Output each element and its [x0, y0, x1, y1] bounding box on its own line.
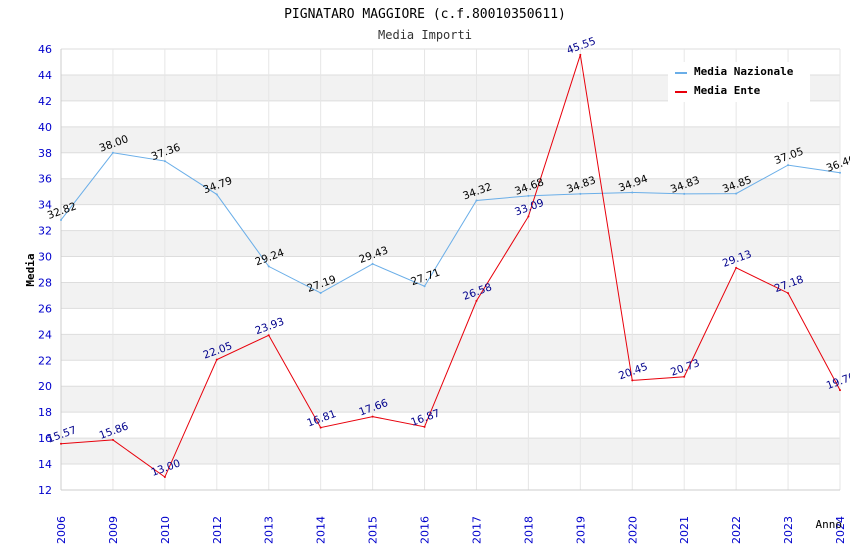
- data-point: [579, 53, 582, 56]
- y-tick-label: 46: [38, 43, 52, 56]
- legend: Media Nazionale Media Ente: [668, 62, 810, 102]
- data-point: [527, 215, 530, 218]
- data-label: 19.70: [825, 371, 850, 393]
- data-point: [371, 415, 374, 418]
- x-tick-label: 2023: [782, 516, 795, 544]
- data-point: [371, 262, 374, 265]
- x-tick-label: 2016: [419, 516, 432, 544]
- data-point: [423, 285, 426, 288]
- data-point: [319, 291, 322, 294]
- legend-label-ente: Media Ente: [694, 84, 761, 97]
- data-point: [163, 476, 166, 479]
- y-tick-label: 44: [38, 69, 52, 82]
- y-tick-label: 28: [38, 276, 52, 289]
- x-axis-ticks: 2006 2009 2010 2012 2013 2014 2015 2016 2017 2018…: [55, 516, 847, 544]
- data-point: [683, 375, 686, 378]
- grid-band: [61, 282, 840, 309]
- data-point: [631, 379, 634, 382]
- x-tick-label: 2018: [522, 516, 535, 544]
- data-point: [267, 334, 270, 337]
- grid-band: [61, 438, 840, 465]
- y-tick-label: 32: [38, 225, 52, 238]
- data-point: [163, 160, 166, 163]
- data-point: [735, 266, 738, 269]
- y-tick-label: 34: [38, 199, 52, 212]
- y-tick-label: 36: [38, 173, 52, 186]
- chart-title: PIGNATARO MAGGIORE (c.f.80010350611): [284, 7, 566, 22]
- x-tick-label: 2024: [834, 516, 847, 544]
- data-point: [319, 426, 322, 429]
- data-point: [111, 438, 114, 441]
- data-point: [267, 265, 270, 268]
- grid-band: [61, 126, 840, 153]
- data-point: [60, 442, 62, 445]
- y-tick-label: 38: [38, 147, 52, 160]
- y-tick-label: 42: [38, 95, 52, 108]
- x-tick-label: 2006: [55, 516, 68, 544]
- data-point: [839, 389, 841, 392]
- plot-background: [60, 48, 841, 491]
- x-tick-label: 2012: [211, 516, 224, 544]
- data-point: [527, 194, 530, 197]
- grid-band: [61, 334, 840, 361]
- data-point: [735, 192, 738, 195]
- x-axis-label: Anno: [816, 518, 843, 531]
- y-tick-label: 30: [38, 251, 52, 264]
- data-point: [683, 192, 686, 195]
- y-tick-label: 26: [38, 302, 52, 315]
- data-point: [787, 292, 790, 295]
- data-point: [111, 151, 114, 154]
- series-line-1: [60, 54, 841, 478]
- y-tick-label: 18: [38, 406, 52, 419]
- series-lines: [60, 53, 841, 479]
- x-tick-label: 2019: [574, 516, 587, 544]
- series-line-0: [60, 152, 841, 294]
- data-point: [787, 164, 790, 167]
- grid-band: [61, 386, 840, 413]
- data-label: 36.46: [825, 153, 850, 175]
- data-point: [839, 171, 841, 174]
- x-tick-label: 2020: [626, 516, 639, 544]
- data-point: [215, 358, 218, 361]
- y-axis-ticks: 12 14 16 18 20 22 24 26 28 30 32 34 36 38 40 42 44 46: [38, 43, 52, 497]
- x-tick-label: 2021: [678, 516, 691, 544]
- legend-label-nazionale: Media Nazionale: [694, 65, 794, 78]
- data-point: [60, 218, 62, 221]
- x-tick-label: 2013: [263, 516, 276, 544]
- data-point: [215, 193, 218, 196]
- data-point: [423, 425, 426, 428]
- x-tick-label: 2010: [159, 516, 172, 544]
- y-tick-label: 16: [38, 432, 52, 445]
- data-point: [631, 191, 634, 194]
- y-tick-label: 12: [38, 484, 52, 497]
- y-tick-label: 14: [38, 458, 52, 471]
- y-tick-label: 20: [38, 380, 52, 393]
- data-label: 45.55: [565, 35, 597, 57]
- grid-band: [61, 178, 840, 205]
- data-point: [475, 299, 478, 302]
- x-tick-label: 2017: [470, 516, 483, 544]
- legend-box: [668, 62, 810, 102]
- y-tick-label: 22: [38, 354, 52, 367]
- x-tick-label: 2022: [730, 516, 743, 544]
- x-tick-label: 2009: [107, 516, 120, 544]
- x-tick-label: 2015: [367, 516, 380, 544]
- data-point: [579, 192, 582, 195]
- y-axis-label: Media: [24, 253, 37, 286]
- data-point: [475, 199, 478, 202]
- y-tick-label: 24: [38, 328, 52, 341]
- chart-subtitle: Media Importi: [378, 28, 472, 42]
- x-tick-label: 2014: [315, 516, 328, 544]
- y-tick-label: 40: [38, 121, 52, 134]
